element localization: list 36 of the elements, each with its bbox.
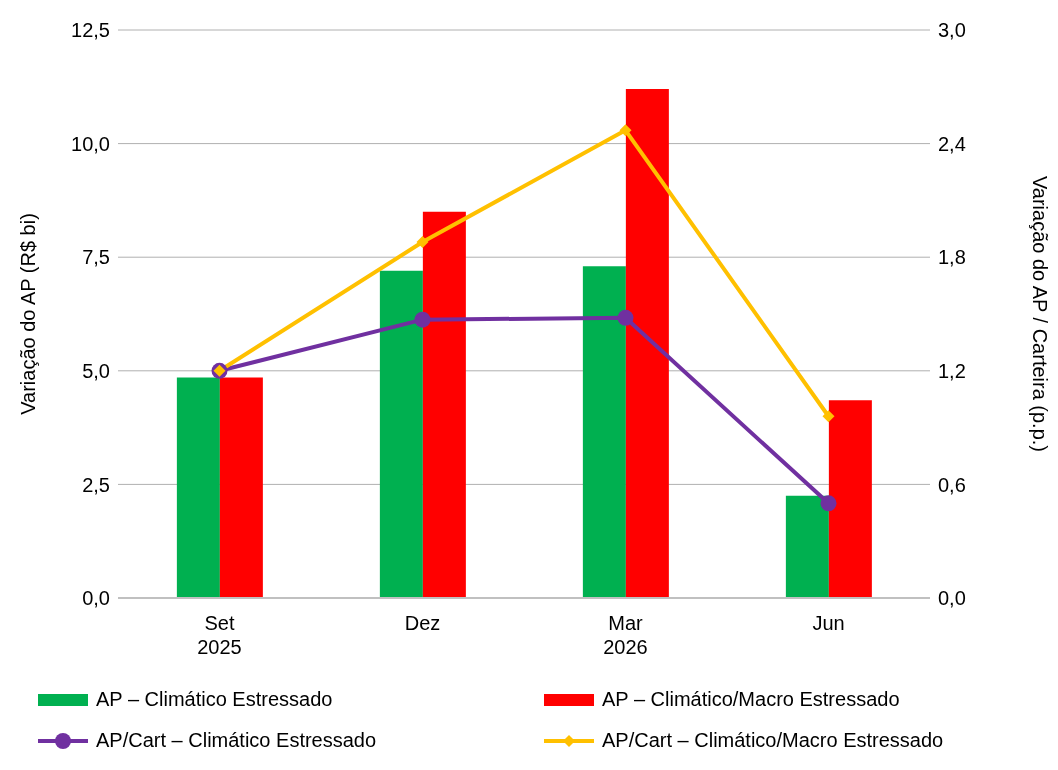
- bar: [785, 495, 829, 598]
- y-tick-label: 12,5: [71, 19, 110, 42]
- bar: [582, 266, 626, 598]
- x-tick-label: Jun: [812, 612, 845, 634]
- y-tick-label: 5,0: [82, 359, 110, 382]
- y-tick-label: 10,0: [71, 132, 110, 155]
- bar: [219, 377, 263, 598]
- x-tick-label: Dez: [404, 612, 441, 634]
- point: [820, 495, 837, 512]
- y2-tick-label: 0,0: [938, 587, 966, 610]
- bar: [828, 400, 872, 598]
- y-tick-label: 0,0: [82, 587, 110, 610]
- x-tick-label: Set 2025: [197, 612, 242, 658]
- point: [414, 311, 431, 328]
- y2-axis-title: Variação do AP / Carteira (p.p.): [1028, 175, 1051, 453]
- legend-label: AP/Cart – Climático/Macro Estressado: [602, 729, 944, 752]
- point: [416, 236, 429, 249]
- point: [822, 410, 835, 423]
- x-tick-label: Mar 2026: [603, 612, 648, 658]
- legend-label: AP – Climático/Macro Estressado: [602, 688, 900, 711]
- y2-tick-label: 0,6: [938, 473, 966, 496]
- y-tick-label: 7,5: [82, 246, 110, 269]
- y2-tick-label: 3,0: [938, 19, 966, 42]
- point: [619, 124, 632, 137]
- bar: [422, 211, 466, 598]
- legend-label: AP/Cart – Climático Estressado: [96, 729, 377, 752]
- y2-tick-label: 1,8: [938, 246, 966, 269]
- bar: [176, 377, 220, 598]
- y2-tick-label: 1,2: [938, 359, 966, 382]
- point: [617, 309, 634, 326]
- y2-tick-label: 2,4: [938, 132, 966, 155]
- bar: [625, 89, 669, 598]
- y-axis-title: Variação do AP (R$ bi): [17, 213, 40, 415]
- legend-label: AP – Climático Estressado: [96, 688, 333, 711]
- bar: [379, 270, 423, 598]
- y-tick-label: 2,5: [82, 473, 110, 496]
